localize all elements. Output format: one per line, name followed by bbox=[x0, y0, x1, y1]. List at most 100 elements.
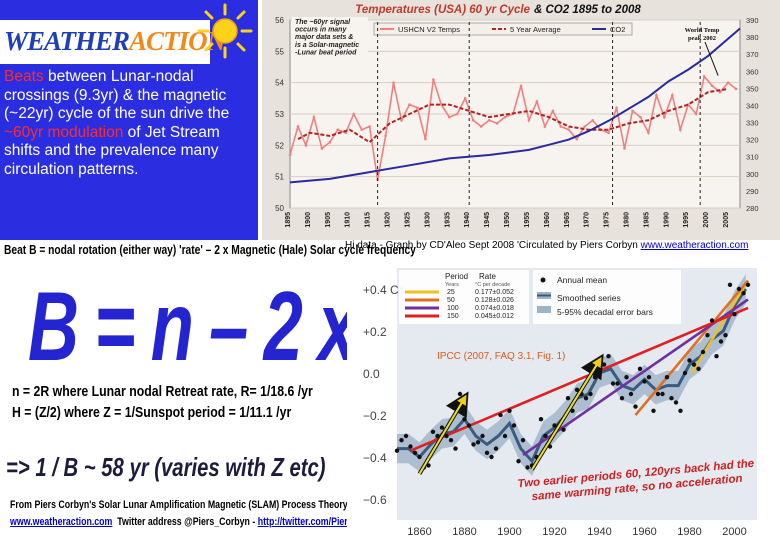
annual-mean-point bbox=[682, 370, 688, 376]
x-tick-label: 1895 bbox=[285, 212, 292, 228]
temp-point bbox=[288, 153, 292, 157]
temp-point bbox=[352, 112, 356, 116]
temp-point bbox=[543, 125, 547, 128]
table-period: 100 bbox=[447, 305, 459, 312]
y-tick-label-right: 290 bbox=[746, 187, 759, 196]
temp-point bbox=[463, 97, 467, 100]
y-tick-label-right: 280 bbox=[746, 204, 759, 213]
ipcc-source-label: IPCC (2007, FAQ 3.1, Fig. 1) bbox=[437, 351, 565, 362]
weatheraction-link[interactable]: www.weatheraction.com bbox=[640, 240, 749, 251]
annual-mean-point bbox=[543, 433, 548, 439]
annual-mean-point bbox=[516, 459, 521, 464]
legend-swatch-annual bbox=[540, 277, 546, 283]
beats-word: Beats bbox=[4, 68, 44, 85]
legend-label: 5-95% decadal error bars bbox=[557, 307, 653, 317]
y-tick-label-left: 56 bbox=[275, 16, 284, 25]
temp-point bbox=[702, 75, 706, 78]
annual-mean-point bbox=[732, 312, 737, 317]
x-tick-label: 1915 bbox=[365, 212, 372, 228]
y-tick-label-right: 300 bbox=[746, 170, 759, 179]
temp-point bbox=[432, 78, 435, 81]
ipcc-temperature-chart-panel: +0.4 C° +0.2 0.0 −0.2 −0.4 −0.6 1860 1880 1900 19… bbox=[347, 262, 780, 540]
annual-mean-point bbox=[408, 444, 413, 449]
y-tick-label: +0.4 C° bbox=[363, 283, 404, 297]
temp-point bbox=[663, 115, 666, 119]
table-period: 25 bbox=[447, 289, 455, 296]
table-rate: 0.045±0.012 bbox=[475, 313, 514, 320]
annual-mean-point bbox=[624, 375, 629, 380]
annual-mean-point bbox=[723, 333, 728, 338]
temp-point bbox=[583, 125, 586, 128]
y-tick-label-right: 360 bbox=[746, 67, 759, 76]
temp-point bbox=[384, 134, 387, 138]
x-tick-label: 1940 bbox=[464, 212, 471, 228]
annual-mean-point bbox=[687, 358, 692, 363]
annual-mean-point bbox=[475, 440, 481, 445]
annual-mean-point bbox=[709, 318, 715, 323]
x-tick-label: 2000 bbox=[703, 212, 710, 228]
annual-mean-point bbox=[493, 446, 499, 451]
y-tick-label-left: 55 bbox=[275, 47, 284, 56]
trend-line-25yr bbox=[690, 279, 750, 374]
temp-point bbox=[631, 109, 634, 113]
annotation-line: -Lunar beat period bbox=[295, 49, 357, 56]
table-subheader-rate: °C per decade bbox=[475, 282, 510, 288]
temp-point bbox=[559, 125, 563, 128]
x-tick-label: 1975 bbox=[604, 212, 611, 228]
temp-point bbox=[519, 84, 523, 88]
temp-point bbox=[360, 128, 363, 131]
annotation-line: major data sets & bbox=[295, 34, 353, 41]
temp-point bbox=[416, 106, 419, 110]
annual-mean-point bbox=[507, 408, 512, 413]
annual-mean-point bbox=[637, 366, 643, 371]
annual-mean-point bbox=[628, 391, 634, 397]
temp-point bbox=[471, 118, 475, 122]
annual-mean-point bbox=[642, 379, 647, 384]
annual-mean-point bbox=[462, 417, 467, 422]
links-line: www.weatheraction.com Twitter address @P… bbox=[10, 516, 389, 528]
annual-mean-point bbox=[691, 362, 697, 367]
table-header-period: Period bbox=[445, 272, 468, 281]
slam-theory-source: From Piers Corbyn's Solar Lunar Amplific… bbox=[10, 499, 370, 511]
annual-mean-point bbox=[412, 450, 418, 455]
table-rate: 0.074±0.018 bbox=[475, 305, 514, 312]
annual-mean-point bbox=[448, 438, 454, 443]
annual-mean-point bbox=[664, 375, 670, 380]
table-period: 150 bbox=[447, 313, 459, 320]
peak-arrow bbox=[704, 41, 719, 76]
y-tick-label-right: 380 bbox=[746, 33, 759, 42]
table-header-rate: Rate bbox=[479, 272, 496, 281]
annual-mean-point bbox=[511, 423, 517, 428]
temp-point bbox=[328, 140, 332, 144]
annual-mean-point bbox=[403, 433, 409, 439]
logo-strip bbox=[0, 20, 210, 64]
annual-mean-point bbox=[498, 412, 503, 418]
period-rate-table: Period Rate Years °C per decade 25 0.177±0.05… bbox=[399, 270, 529, 324]
annual-mean-point bbox=[727, 282, 733, 287]
usa-temperature-chart-panel: 50 51 52 53 54 55 56 280 290 300 310 320 330 340 350 36… bbox=[262, 0, 780, 240]
annual-mean-point bbox=[736, 286, 742, 292]
annual-mean-point bbox=[417, 454, 422, 460]
temp-point bbox=[320, 147, 324, 150]
annual-mean-point bbox=[669, 396, 674, 401]
trend-line-50yr bbox=[634, 279, 749, 416]
weatheraction-link-2[interactable]: www.weatheraction.com bbox=[10, 516, 113, 528]
temp-point bbox=[655, 93, 658, 97]
y-tick-label-left: 53 bbox=[275, 110, 284, 119]
y-tick-label-left: 52 bbox=[275, 141, 284, 150]
y-tick-label-right: 320 bbox=[746, 136, 759, 145]
x-tick-label: 1920 bbox=[542, 526, 566, 538]
annotation-line: occurs in many bbox=[295, 27, 347, 34]
x-tick-label: 1960 bbox=[544, 212, 551, 228]
chart-title-suffix: & CO2 1895 to 2008 bbox=[534, 4, 641, 16]
temp-point bbox=[440, 103, 443, 106]
y-tick-label-right: 390 bbox=[746, 16, 759, 25]
x-tick-label: 1950 bbox=[504, 212, 511, 228]
annual-mean-point bbox=[502, 433, 508, 439]
temp-point bbox=[551, 109, 555, 113]
annual-mean-point bbox=[646, 375, 652, 380]
y-tick-label: −0.2 bbox=[363, 409, 387, 423]
temp-point bbox=[567, 128, 571, 131]
x-tick-label: 1935 bbox=[444, 212, 451, 228]
series-line-co2 bbox=[289, 27, 741, 184]
